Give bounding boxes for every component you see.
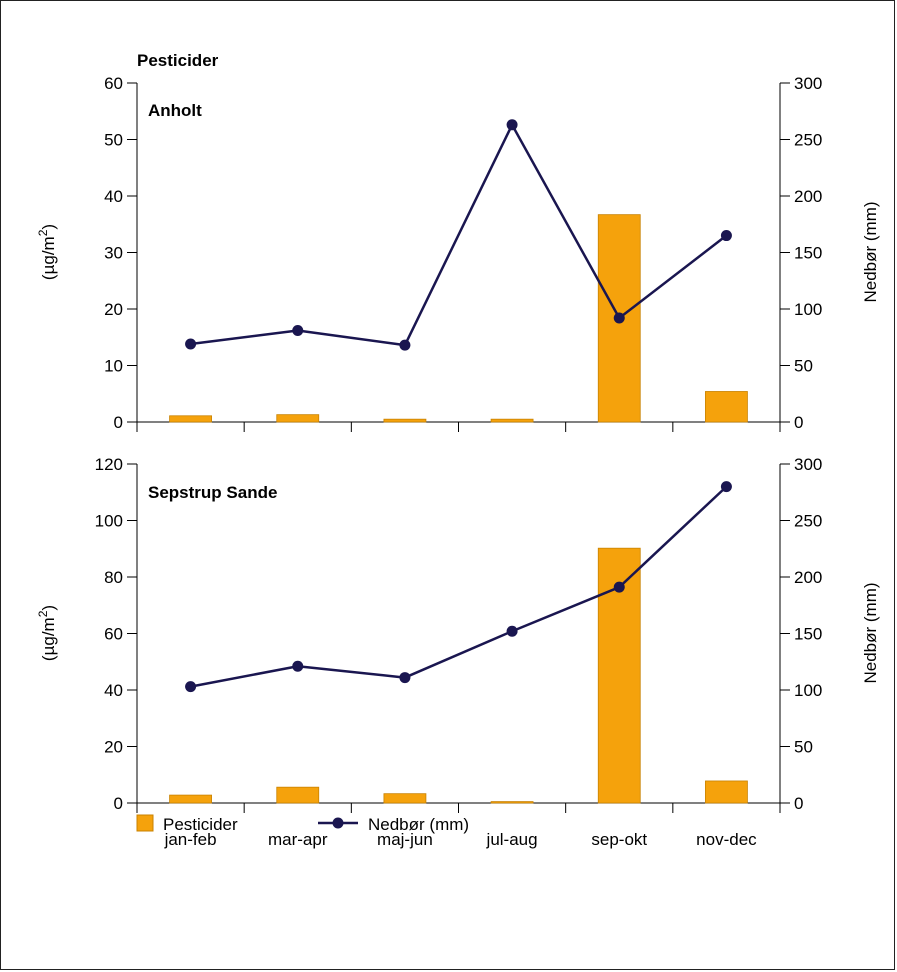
panel-1-bar [490, 418, 534, 423]
panel-2-bar [705, 780, 748, 804]
category-label: mar-apr [268, 830, 328, 849]
category-label: jul-aug [486, 830, 538, 849]
legend-bar-label: Pesticider [163, 815, 238, 834]
panel-2-left-tick-label: 20 [104, 738, 123, 757]
category-label: maj-jun [377, 830, 433, 849]
panel-1-precipitation-point [292, 324, 304, 336]
panel-1-precipitation-line [190, 123, 728, 347]
panel-1-right-tick-label: 250 [794, 131, 822, 150]
panel-1-left-tick-label: 40 [104, 187, 123, 206]
panel-2-precipitation-point [720, 481, 732, 493]
panel-title-anholt: Anholt [148, 101, 202, 120]
right-axis-title-bottom: Nedbør (mm) [861, 582, 880, 683]
panel-1-right-tick-label: 150 [794, 244, 822, 263]
panel-2-right-tick-label: 250 [794, 512, 822, 531]
panel-2-right-tick-label: 0 [794, 794, 803, 813]
panel-1-right-tick-label: 200 [794, 187, 822, 206]
panel-2-left-tick-label: 0 [114, 794, 123, 813]
panel-1-precipitation-point [613, 312, 625, 324]
panel-1-left-tick-label: 30 [104, 244, 123, 263]
panel-2-left-tick-label: 60 [104, 625, 123, 644]
panel-2-right-tick-label: 50 [794, 738, 813, 757]
panel-2-right-tick-label: 150 [794, 625, 822, 644]
panel-2-precipitation-point [613, 581, 625, 593]
panel-2-right-tick-label: 200 [794, 568, 822, 587]
panel-2-precipitation-point [292, 660, 304, 672]
panel-2-precipitation-point [506, 625, 518, 637]
panel-2-precipitation-point [399, 672, 411, 684]
panel-1-bar [276, 414, 320, 423]
panel-1-right-tick-label: 0 [794, 413, 803, 432]
panel-1-right-tick-label: 50 [794, 357, 813, 376]
legend-line-marker [332, 817, 344, 829]
panel-2-left-tick-label: 100 [95, 512, 123, 531]
panel-2-bar [276, 786, 320, 804]
panel-1-right-tick-label: 300 [794, 74, 822, 93]
panel-1-right-tick-label: 100 [794, 300, 822, 319]
chart-title: Pesticider [137, 51, 219, 70]
panel-2-left-tick-label: 80 [104, 568, 123, 587]
panel-1-precipitation-point [506, 119, 518, 131]
category-label: jan-feb [164, 830, 217, 849]
panel-1-precipitation-point [720, 230, 732, 242]
left-axis-title-bottom: (µg/m2) [36, 605, 58, 661]
panel-2-bar [383, 793, 427, 804]
panel-2-bar [490, 801, 534, 804]
panel-1-precipitation-point [185, 338, 197, 350]
panel-1-left-tick-label: 50 [104, 131, 123, 150]
category-label: nov-dec [696, 830, 757, 849]
panel-1-left-tick-label: 10 [104, 357, 123, 376]
panel-1-left-tick-label: 60 [104, 74, 123, 93]
panel-2-precipitation-line [190, 485, 728, 688]
legend-line-label: Nedbør (mm) [368, 815, 469, 834]
panel-1-bar [169, 415, 212, 423]
left-axis-title-top: (µg/m2) [36, 224, 58, 280]
legend-bar-swatch [136, 814, 154, 832]
panel-1-bar [383, 418, 427, 423]
panel-1-precipitation-point [399, 339, 411, 351]
panel-2-precipitation-point [185, 681, 197, 693]
category-label: sep-okt [591, 830, 647, 849]
panel-1-bar [705, 391, 748, 423]
panel-2-right-tick-label: 100 [794, 681, 822, 700]
panel-2-bar [169, 794, 212, 804]
panel-2-left-tick-label: 40 [104, 681, 123, 700]
panel-2-left-tick-label: 120 [95, 455, 123, 474]
right-axis-title-top: Nedbør (mm) [861, 201, 880, 302]
panel-2-right-tick-label: 300 [794, 455, 822, 474]
panel-1-left-tick-label: 20 [104, 300, 123, 319]
panel-title-sepstrup-sande: Sepstrup Sande [148, 483, 277, 502]
panel-1-left-tick-label: 0 [114, 413, 123, 432]
